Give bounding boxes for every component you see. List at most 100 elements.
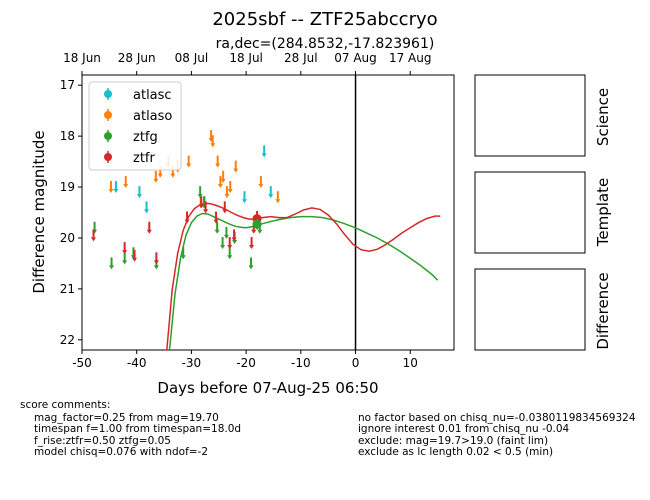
upper-limit-point-ztfr [184, 211, 190, 224]
limit-arrow [90, 237, 96, 242]
upper-limit-point-atlaso [233, 160, 239, 173]
upper-limit-point-ztfr [198, 196, 204, 209]
limit-arrow [214, 229, 220, 234]
upper-limit-point-atlasc [113, 181, 119, 194]
chart-subtitle: ra,dec=(284.8532,-17.823961) [216, 36, 435, 52]
upper-limit-point-atlaso [220, 170, 226, 183]
limit-arrow [113, 189, 119, 194]
limit-arrow [122, 250, 128, 255]
template-panel-label: Template [594, 178, 612, 247]
plot-frame [81, 74, 455, 351]
limit-arrow [227, 255, 233, 260]
limit-arrow [122, 260, 128, 265]
science-panel [474, 74, 586, 157]
limit-arrow [248, 265, 254, 270]
legend-marker [104, 153, 112, 161]
top-tick-label: 18 Jun [63, 51, 101, 65]
x-tick-label: 10 [403, 356, 418, 370]
legend-marker [104, 111, 112, 119]
upper-limit-point-ztfg [197, 186, 203, 199]
upper-limit-point-atlaso [217, 175, 223, 188]
comment-line: ignore interest 0.01 from chisq_nu -0.04 [358, 423, 570, 435]
x-tick-label: -30 [182, 356, 202, 370]
limit-arrow [223, 234, 229, 239]
limit-arrow [180, 255, 186, 260]
upper-limit-point-ztfg [223, 226, 229, 239]
limit-arrow [241, 199, 247, 204]
model-curve-ztfg [168, 212, 439, 350]
upper-limit-point-atlasc [268, 186, 274, 199]
upper-limit-point-ztfg [214, 221, 220, 234]
detection-point-ztfg [252, 219, 262, 230]
limit-arrow [224, 194, 230, 199]
comment-line: exclude: mag=19.7>19.0 (faint lim) [358, 435, 548, 447]
limit-arrow [210, 143, 216, 148]
limit-arrow [249, 245, 255, 250]
limit-arrow [222, 209, 228, 214]
limit-arrow [258, 183, 264, 188]
upper-limit-point-atlasc [241, 191, 247, 204]
limit-arrow [198, 204, 204, 209]
limit-arrow [144, 209, 150, 214]
top-tick-label: 17 Aug [389, 51, 432, 65]
legend-marker [104, 90, 112, 98]
legend-label: ztfr [133, 151, 155, 166]
y-tick-label: 17 [60, 78, 75, 92]
limit-arrow [213, 219, 219, 224]
upper-limit-point-atlaso [210, 135, 216, 148]
upper-limit-point-atlaso [215, 155, 221, 168]
limit-arrow [146, 229, 152, 234]
science-panel-label: Science [594, 88, 612, 146]
limit-arrow [233, 168, 239, 173]
upper-limit-point-atlaso [227, 181, 233, 194]
legend-label: atlaso [133, 109, 172, 124]
legend: atlasc atlaso ztfg ztfr [88, 81, 182, 171]
upper-limit-point-ztfg [109, 257, 115, 270]
limit-arrow [186, 163, 192, 168]
top-tick-label: 28 Jul [284, 51, 318, 65]
limit-arrow [275, 199, 281, 204]
x-axis-label: Days before 07-Aug-25 06:50 [157, 379, 378, 397]
legend-marker [104, 132, 112, 140]
top-tick-label: 18 Jul [229, 51, 263, 65]
comment-line: model chisq=0.076 with ndof=-2 [34, 446, 208, 458]
limit-arrow [227, 189, 233, 194]
limit-arrow [153, 260, 159, 265]
upper-limit-point-ztfr [122, 242, 128, 255]
upper-limit-point-atlaso [275, 191, 281, 204]
upper-limit-point-atlasc [144, 201, 150, 214]
legend-label: ztfg [133, 130, 158, 145]
upper-limit-point-ztfr [132, 249, 138, 262]
limit-arrow [157, 173, 163, 178]
upper-limit-point-atlaso [258, 175, 264, 188]
y-tick-label: 21 [60, 282, 75, 296]
upper-limit-point-atlaso [153, 170, 159, 183]
limit-arrow [203, 209, 209, 214]
limit-arrow [153, 178, 159, 183]
y-tick-label: 19 [60, 180, 75, 194]
x-tick-label: -50 [72, 356, 92, 370]
comment-line: exclude as lc length 0.02 < 0.5 (min) [358, 446, 553, 458]
upper-limit-point-ztfg [180, 247, 186, 260]
upper-limit-point-ztfr [90, 229, 96, 242]
limit-arrow [231, 237, 237, 242]
legend-label: atlasc [133, 88, 172, 103]
y-tick-label: 22 [60, 333, 75, 347]
limit-arrow [261, 153, 267, 158]
upper-limit-point-atlaso [224, 186, 230, 199]
comments-header: score comments: [20, 399, 110, 411]
limit-arrow [268, 194, 274, 199]
limit-arrow [215, 163, 221, 168]
limit-arrow [227, 245, 233, 250]
upper-limit-point-atlasc [136, 186, 142, 199]
comment-line: f_rise:ztfr=0.50 ztfg=0.05 [34, 435, 171, 447]
comment-line: no factor based on chisq_nu=-0.038011983… [358, 412, 636, 424]
limit-arrow [132, 257, 138, 262]
y-tick-label: 18 [60, 129, 75, 143]
y-axis-label: Difference magnitude [30, 130, 48, 293]
top-tick-label: 07 Aug [334, 51, 377, 65]
x-tick-label: 0 [352, 356, 360, 370]
upper-limit-point-ztfr [153, 252, 159, 265]
upper-limit-point-ztfr [203, 201, 209, 214]
